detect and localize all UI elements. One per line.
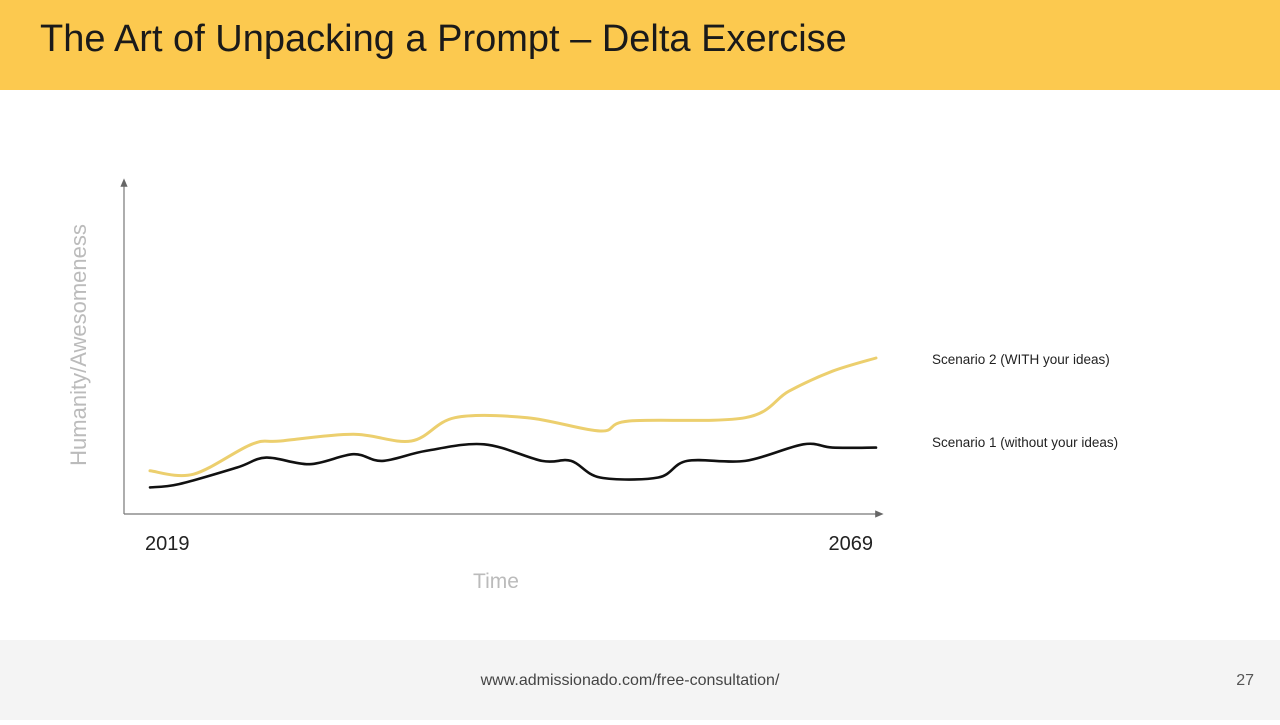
slide-title: The Art of Unpacking a Prompt – Delta Ex… xyxy=(40,18,847,60)
legend-scenario-2: Scenario 2 (WITH your ideas) xyxy=(932,352,1110,367)
series-line-scenario-2 xyxy=(148,356,878,478)
slide-footer xyxy=(0,640,1280,720)
footer-url[interactable]: www.admissionado.com/free-consultation/ xyxy=(480,672,780,689)
slide-header: The Art of Unpacking a Prompt – Delta Ex… xyxy=(0,0,1280,90)
x-tick-label-end: 2069 xyxy=(829,533,874,555)
x-tick-label-start: 2019 xyxy=(145,533,190,555)
series-line-scenario-1 xyxy=(148,442,878,489)
y-axis-label: Humanity/Awesomeness xyxy=(66,224,91,466)
x-axis-label: Time xyxy=(473,570,519,593)
page-number: 27 xyxy=(1236,672,1254,689)
legend-scenario-1: Scenario 1 (without your ideas) xyxy=(932,435,1118,450)
